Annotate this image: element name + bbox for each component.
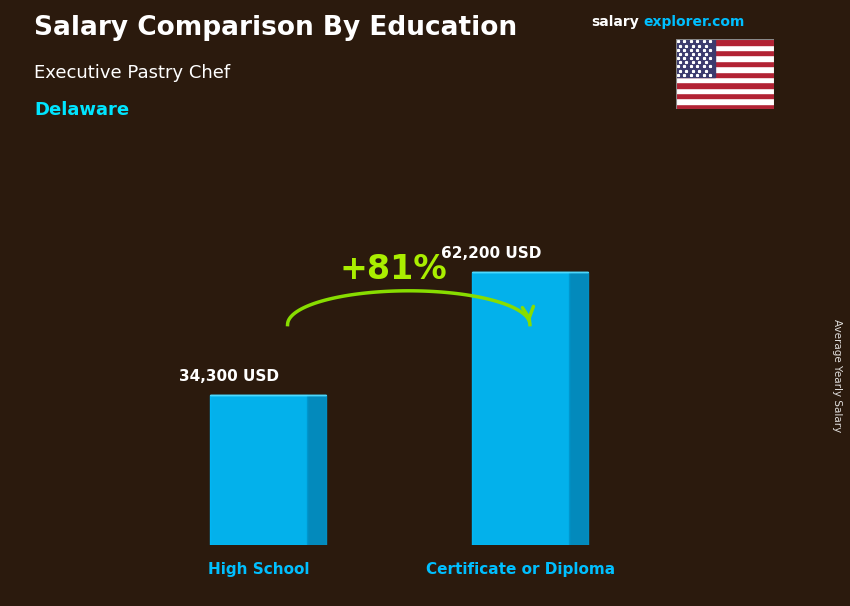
Bar — [676, 88, 774, 93]
Text: Average Yearly Salary: Average Yearly Salary — [832, 319, 842, 432]
Bar — [472, 272, 569, 545]
Bar — [676, 39, 774, 45]
Bar — [676, 104, 774, 109]
Bar — [676, 82, 774, 88]
Bar — [676, 39, 715, 77]
Bar — [210, 395, 307, 545]
Bar — [676, 45, 774, 50]
Bar — [676, 77, 774, 82]
Bar — [676, 50, 774, 56]
Bar — [676, 93, 774, 98]
Text: explorer.com: explorer.com — [643, 15, 745, 29]
Text: Executive Pastry Chef: Executive Pastry Chef — [34, 64, 230, 82]
Text: 34,300 USD: 34,300 USD — [179, 368, 280, 384]
Polygon shape — [307, 395, 326, 545]
Bar — [676, 61, 774, 66]
Bar — [676, 72, 774, 77]
Bar — [676, 56, 774, 61]
Polygon shape — [569, 272, 587, 545]
Bar — [676, 66, 774, 72]
Text: Delaware: Delaware — [34, 101, 129, 119]
Bar — [676, 98, 774, 104]
Text: +81%: +81% — [340, 253, 448, 287]
Text: salary: salary — [591, 15, 638, 29]
Text: Salary Comparison By Education: Salary Comparison By Education — [34, 15, 517, 41]
Text: 62,200 USD: 62,200 USD — [441, 246, 541, 261]
